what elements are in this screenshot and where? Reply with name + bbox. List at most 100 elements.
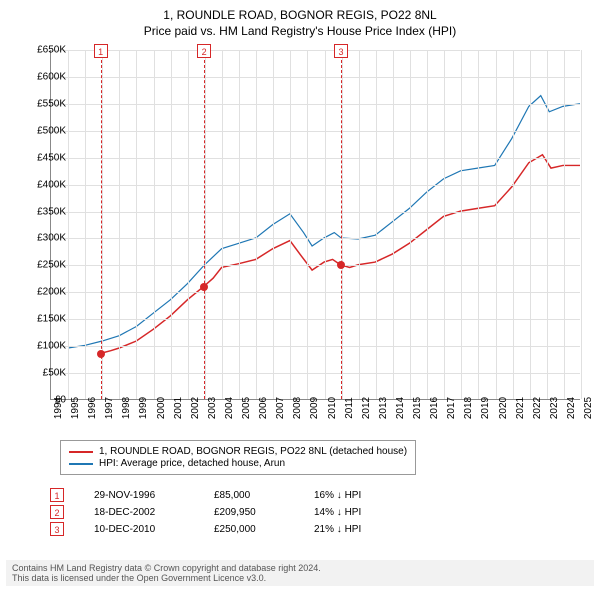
event-delta: 16% ↓ HPI: [314, 490, 414, 501]
gridline-h: [51, 346, 580, 347]
x-tick-label: 2004: [224, 397, 235, 419]
gridline-h: [51, 238, 580, 239]
y-tick-label: £200K: [20, 287, 66, 298]
x-tick-label: 2022: [532, 397, 543, 419]
x-tick-label: 2020: [498, 397, 509, 419]
event-line: [101, 50, 102, 399]
title-line2: Price paid vs. HM Land Registry's House …: [0, 24, 600, 38]
gridline-v: [325, 50, 326, 399]
event-price: £85,000: [214, 490, 314, 501]
x-tick-label: 2007: [275, 397, 286, 419]
event-marker: 3: [334, 44, 348, 58]
events-table: 1 29-NOV-1996£85,00016% ↓ HPI 2 18-DEC-2002…: [50, 485, 414, 539]
x-tick-label: 1998: [121, 397, 132, 419]
gridline-v: [290, 50, 291, 399]
event-badge: 1: [50, 488, 64, 502]
gridline-v: [564, 50, 565, 399]
x-tick-label: 2006: [258, 397, 269, 419]
x-tick-label: 2025: [583, 397, 594, 419]
x-tick-label: 2005: [241, 397, 252, 419]
x-tick-label: 2013: [378, 397, 389, 419]
legend: 1, ROUNDLE ROAD, BOGNOR REGIS, PO22 8NL …: [60, 440, 416, 475]
y-tick-label: £600K: [20, 71, 66, 82]
gridline-v: [136, 50, 137, 399]
gridline-v: [154, 50, 155, 399]
x-tick-label: 2015: [412, 397, 423, 419]
event-marker: 2: [197, 44, 211, 58]
y-tick-label: £100K: [20, 341, 66, 352]
gridline-v: [513, 50, 514, 399]
gridline-h: [51, 212, 580, 213]
event-price: £250,000: [214, 524, 314, 535]
gridline-h: [51, 77, 580, 78]
x-tick-label: 2001: [173, 397, 184, 419]
y-tick-label: £400K: [20, 179, 66, 190]
chart-title: 1, ROUNDLE ROAD, BOGNOR REGIS, PO22 8NL …: [0, 0, 600, 38]
event-delta: 21% ↓ HPI: [314, 524, 414, 535]
gridline-v: [410, 50, 411, 399]
event-marker: 1: [94, 44, 108, 58]
y-tick-label: £50K: [20, 368, 66, 379]
gridline-v: [68, 50, 69, 399]
y-tick-label: £150K: [20, 314, 66, 325]
x-tick-label: 2000: [156, 397, 167, 419]
title-line1: 1, ROUNDLE ROAD, BOGNOR REGIS, PO22 8NL: [0, 8, 600, 22]
gridline-v: [359, 50, 360, 399]
event-point: [200, 283, 208, 291]
legend-label: HPI: Average price, detached house, Arun: [99, 458, 285, 469]
gridline-v: [478, 50, 479, 399]
gridline-h: [51, 185, 580, 186]
gridline-h: [51, 373, 580, 374]
footer: Contains HM Land Registry data © Crown c…: [6, 560, 594, 586]
gridline-h: [51, 158, 580, 159]
x-tick-label: 2017: [446, 397, 457, 419]
gridline-v: [547, 50, 548, 399]
event-delta: 14% ↓ HPI: [314, 507, 414, 518]
gridline-v: [427, 50, 428, 399]
event-point: [337, 261, 345, 269]
gridline-h: [51, 131, 580, 132]
y-tick-label: £350K: [20, 206, 66, 217]
gridline-h: [51, 104, 580, 105]
gridline-v: [171, 50, 172, 399]
gridline-v: [376, 50, 377, 399]
y-tick-label: £500K: [20, 125, 66, 136]
event-badge: 2: [50, 505, 64, 519]
event-line: [341, 50, 342, 399]
gridline-v: [307, 50, 308, 399]
gridline-h: [51, 319, 580, 320]
x-tick-label: 2003: [207, 397, 218, 419]
x-tick-label: 2019: [480, 397, 491, 419]
y-tick-label: £650K: [20, 45, 66, 56]
x-tick-label: 1995: [70, 397, 81, 419]
event-date: 18-DEC-2002: [94, 507, 214, 518]
x-tick-label: 1996: [87, 397, 98, 419]
gridline-v: [256, 50, 257, 399]
gridline-v: [102, 50, 103, 399]
event-badge: 3: [50, 522, 64, 536]
gridline-v: [444, 50, 445, 399]
footer-line1: Contains HM Land Registry data © Crown c…: [12, 563, 588, 573]
footer-line2: This data is licensed under the Open Gov…: [12, 573, 588, 583]
x-tick-label: 2021: [515, 397, 526, 419]
gridline-h: [51, 292, 580, 293]
event-date: 29-NOV-1996: [94, 490, 214, 501]
gridline-v: [461, 50, 462, 399]
x-tick-label: 2010: [327, 397, 338, 419]
x-tick-label: 2018: [463, 397, 474, 419]
plot-area: 123: [50, 50, 580, 400]
x-tick-label: 2014: [395, 397, 406, 419]
legend-swatch: [69, 451, 93, 453]
events-table-row: 3 10-DEC-2010£250,00021% ↓ HPI: [50, 522, 414, 536]
x-tick-label: 2023: [549, 397, 560, 419]
gridline-v: [188, 50, 189, 399]
legend-row: 1, ROUNDLE ROAD, BOGNOR REGIS, PO22 8NL …: [69, 446, 407, 457]
x-tick-label: 2024: [566, 397, 577, 419]
gridline-h: [51, 265, 580, 266]
x-tick-label: 2009: [309, 397, 320, 419]
y-tick-label: £300K: [20, 233, 66, 244]
events-table-row: 1 29-NOV-1996£85,00016% ↓ HPI: [50, 488, 414, 502]
y-tick-label: £550K: [20, 98, 66, 109]
event-date: 10-DEC-2010: [94, 524, 214, 535]
gridline-v: [273, 50, 274, 399]
